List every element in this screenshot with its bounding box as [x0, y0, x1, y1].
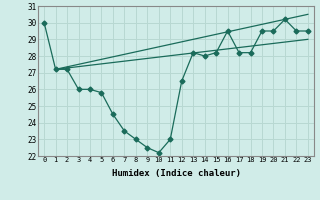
X-axis label: Humidex (Indice chaleur): Humidex (Indice chaleur) — [111, 169, 241, 178]
